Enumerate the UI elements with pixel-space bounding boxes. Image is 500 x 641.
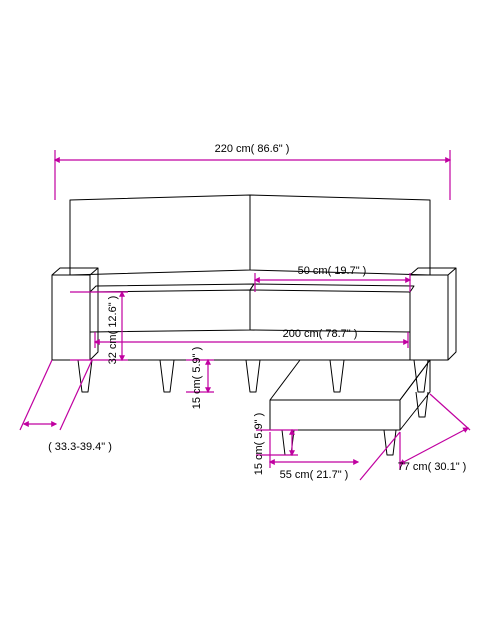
dim-ottoman-depth: 55 cm( 21.7" ): [280, 469, 349, 481]
backrest-left: [70, 195, 250, 275]
sofa-outline: [70, 195, 250, 275]
dim-sofa-leg: 15 cm( 5.9" ): [191, 347, 203, 410]
dim-side-depth: ( 33.3-39.4" ): [48, 441, 112, 453]
dim-inner-width: 200 cm( 78.7" ): [283, 328, 358, 340]
dim-ottoman-leg: 15 cm( 5.9" ): [253, 413, 265, 476]
dim-arm-height: 32 cm( 12.6" ): [107, 296, 119, 365]
dim-seat-depth: 50 cm( 19.7" ): [298, 265, 367, 277]
dim-total-width: 220 cm( 86.6" ): [215, 143, 290, 155]
dim-ottoman-width: 77 cm( 30.1" ): [398, 461, 467, 473]
